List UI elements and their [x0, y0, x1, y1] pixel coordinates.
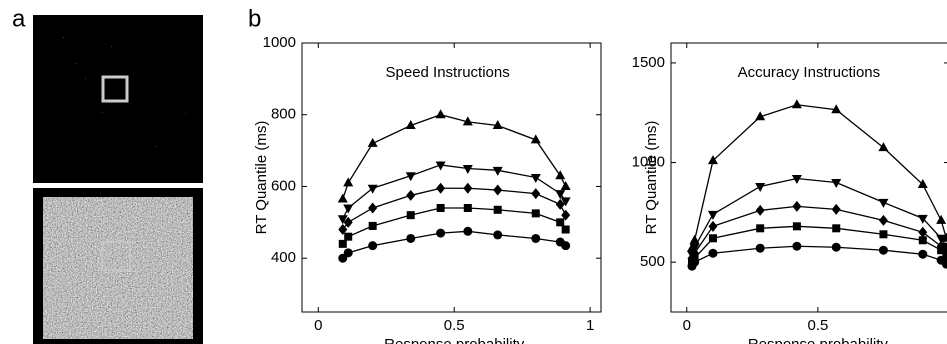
y-tick-label: 1000: [263, 34, 296, 51]
marker: [755, 183, 765, 192]
marker: [832, 224, 840, 232]
plot-frame: [671, 43, 947, 312]
marker: [343, 177, 353, 186]
noise-image: [43, 25, 193, 173]
marker: [344, 248, 353, 257]
y-tick-label: 400: [271, 249, 296, 266]
marker: [338, 194, 348, 203]
plot-frame: [302, 43, 601, 312]
x-tick-label: 0.5: [444, 317, 465, 334]
marker: [708, 211, 718, 220]
marker: [368, 241, 377, 250]
marker: [436, 183, 445, 194]
marker: [368, 202, 377, 213]
marker: [708, 249, 717, 258]
marker: [437, 204, 445, 212]
marker: [879, 230, 887, 238]
marker: [793, 222, 801, 230]
marker: [344, 233, 352, 241]
marker: [463, 183, 472, 194]
marker: [368, 185, 378, 194]
marker: [556, 218, 564, 226]
marker: [531, 174, 541, 183]
marker: [708, 155, 718, 164]
marker: [690, 235, 700, 244]
marker: [756, 244, 765, 253]
panel-label: a: [12, 5, 26, 32]
marker: [532, 209, 540, 217]
noise-image: [43, 197, 193, 339]
marker: [561, 241, 570, 250]
marker: [879, 246, 888, 255]
plot-title: Speed Instructions: [386, 64, 510, 81]
marker: [879, 215, 888, 226]
y-axis-label: RT Quantile (ms): [643, 121, 660, 235]
marker: [406, 234, 415, 243]
marker: [493, 185, 502, 196]
marker: [878, 142, 888, 151]
marker: [709, 234, 717, 242]
x-tick-label: 1: [586, 317, 594, 334]
series-line: [692, 226, 946, 262]
marker: [407, 211, 415, 219]
marker: [832, 243, 841, 252]
x-tick-label: 0: [314, 317, 322, 334]
marker: [369, 222, 377, 230]
panel-label: b: [248, 5, 261, 32]
marker: [463, 165, 473, 174]
series-line: [692, 105, 946, 248]
x-tick-label: 0.5: [807, 317, 828, 334]
marker: [339, 240, 347, 248]
marker: [918, 227, 927, 238]
y-tick-label: 600: [271, 177, 296, 194]
marker: [792, 242, 801, 251]
marker: [562, 226, 570, 234]
marker: [792, 99, 802, 108]
marker: [832, 204, 841, 215]
marker: [463, 227, 472, 236]
series-line: [692, 246, 946, 266]
x-tick-label: 0: [683, 317, 691, 334]
marker: [531, 188, 540, 199]
plot-title: Accuracy Instructions: [738, 64, 881, 81]
y-tick-label: 500: [640, 253, 665, 270]
marker: [918, 250, 927, 259]
marker: [756, 224, 764, 232]
marker: [406, 190, 415, 201]
series-line: [692, 178, 946, 254]
marker: [936, 215, 946, 224]
series-line: [692, 206, 946, 258]
marker: [436, 109, 446, 118]
stimulus-images: [33, 15, 203, 344]
y-tick-label: 800: [271, 106, 296, 123]
marker: [494, 206, 502, 214]
marker: [531, 234, 540, 243]
marker: [493, 230, 502, 239]
figure: a b 400 600 800 1000 0 0.5 1 Speed Instructions…: [0, 0, 947, 344]
marker: [464, 204, 472, 212]
x-axis-label: Response probability: [384, 336, 525, 344]
marker: [561, 181, 571, 190]
x-axis-label: Response probability: [748, 336, 889, 344]
marker: [756, 205, 765, 216]
y-axis-label: RT Quantile (ms): [253, 121, 270, 235]
marker: [436, 229, 445, 238]
marker: [343, 204, 353, 213]
marker: [792, 201, 801, 212]
y-tick-label: 1500: [632, 54, 665, 71]
